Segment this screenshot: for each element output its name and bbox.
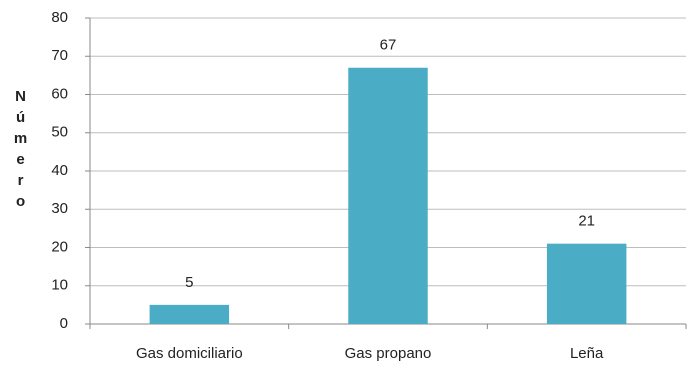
bar — [546, 243, 627, 324]
y-tick-label: 80 — [51, 9, 68, 26]
bar — [348, 67, 428, 324]
y-axis-label: Número — [12, 88, 29, 214]
y-tick-label: 20 — [51, 238, 68, 255]
x-tick-label: Gas propano — [345, 345, 432, 362]
y-tick-label: 30 — [51, 200, 68, 217]
y-tick-label: 70 — [51, 47, 68, 64]
data-label: 67 — [380, 37, 397, 54]
x-tick-label: Gas domiciliario — [136, 345, 243, 362]
x-tick-label: Leña — [570, 345, 604, 362]
y-tick-label: 0 — [60, 315, 68, 332]
data-label: 21 — [578, 213, 595, 230]
y-tick-label: 10 — [51, 277, 68, 294]
data-label: 5 — [185, 274, 193, 291]
bar — [149, 304, 230, 324]
y-tick-label: 50 — [51, 124, 68, 141]
y-tick-label: 40 — [51, 162, 68, 179]
y-tick-label: 60 — [51, 85, 68, 102]
